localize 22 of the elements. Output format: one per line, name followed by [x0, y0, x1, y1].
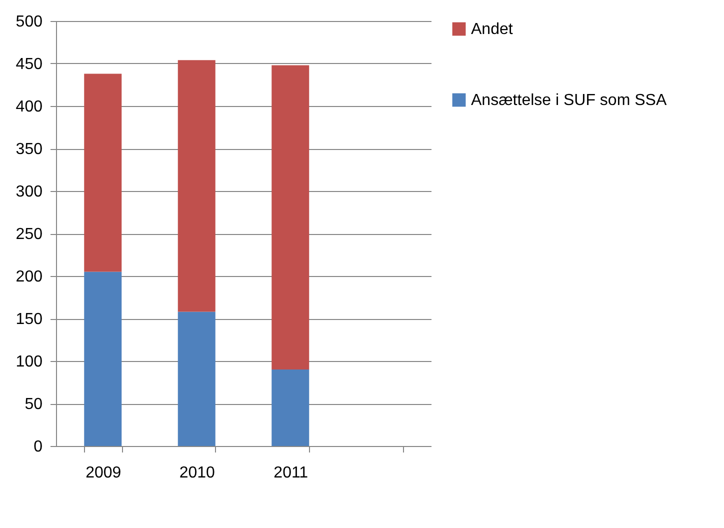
bar	[178, 312, 216, 446]
legend-label: Andet	[471, 21, 514, 38]
bar	[84, 74, 122, 272]
bar	[178, 60, 216, 312]
y-tick-label: 300	[16, 184, 43, 200]
bar	[84, 272, 122, 446]
x-tick-label: 2010	[179, 464, 216, 482]
y-tick-label: 100	[16, 354, 43, 370]
x-tick-label: 2009	[86, 464, 122, 482]
y-tick-label: 0	[34, 438, 43, 456]
y-tick-label: 150	[16, 311, 43, 328]
y-tick-label: 400	[16, 98, 43, 116]
legend-label: Ansættelse i SUF som SSA	[471, 92, 667, 109]
bar	[272, 65, 310, 370]
bar	[272, 370, 310, 446]
y-tick-label: 450	[16, 56, 43, 73]
y-tick-label: 350	[16, 141, 43, 158]
x-tick-label: 2011	[274, 464, 308, 482]
y-tick-label: 200	[16, 268, 43, 286]
y-tick-label: 50	[24, 396, 43, 413]
y-tick-label: 250	[16, 226, 43, 243]
y-tick-label: 500	[16, 14, 43, 30]
